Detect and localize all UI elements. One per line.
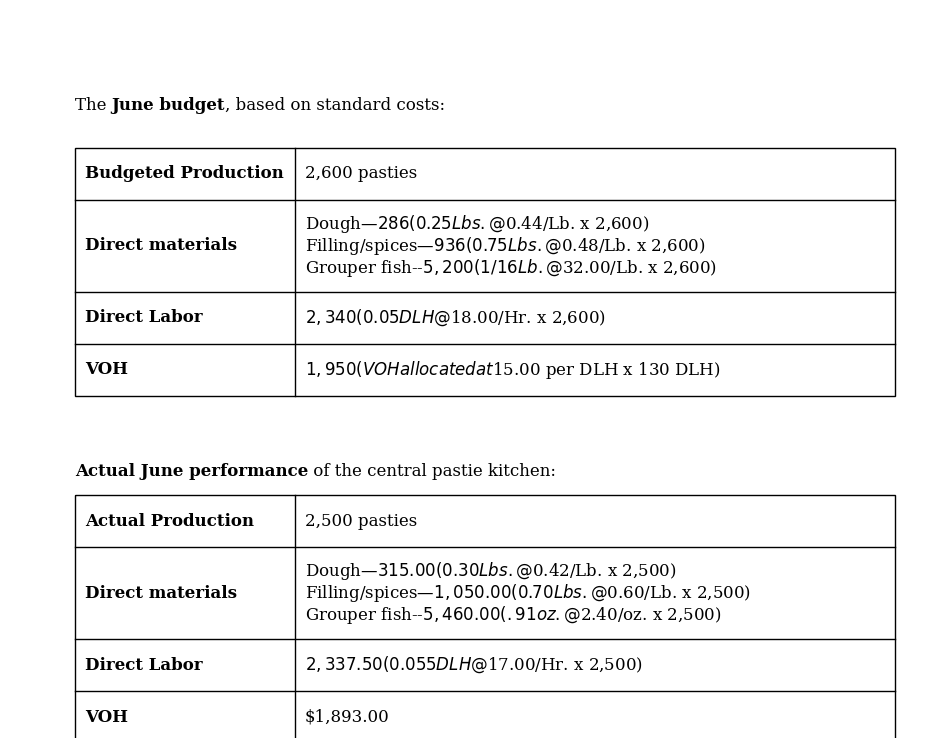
Text: Filling/spices—$936 (0.75 Lbs. @ $0.48/Lb. x 2,600): Filling/spices—$936 (0.75 Lbs. @ $0.48/L…	[305, 235, 706, 257]
Text: Budgeted Production: Budgeted Production	[85, 165, 284, 182]
Text: 2,500 pasties: 2,500 pasties	[305, 512, 417, 529]
Bar	[75, 148, 895, 396]
Text: Actual Production: Actual Production	[85, 512, 254, 529]
Text: Grouper fish--$5,460.00 (.91 oz. @ $2.40/oz. x 2,500): Grouper fish--$5,460.00 (.91 oz. @ $2.40…	[305, 604, 721, 626]
Text: $1,950 (VOH allocated at $15.00 per DLH x 130 DLH): $1,950 (VOH allocated at $15.00 per DLH …	[305, 359, 721, 381]
Bar	[75, 495, 895, 738]
Text: Filling/spices—$1,050.00 (0.70 Lbs. @ $0.60/Lb. x 2,500): Filling/spices—$1,050.00 (0.70 Lbs. @ $0…	[305, 582, 750, 604]
Text: Grouper fish--$5,200 (1/16 Lb. @ $32.00/Lb. x 2,600): Grouper fish--$5,200 (1/16 Lb. @ $32.00/…	[305, 257, 717, 279]
Text: 2,600 pasties: 2,600 pasties	[305, 165, 417, 182]
Text: Direct Labor: Direct Labor	[85, 309, 202, 326]
Text: Direct Labor: Direct Labor	[85, 657, 202, 674]
Text: VOH: VOH	[85, 362, 128, 379]
Text: $2,337.50 (0.055 DLH@ $17.00/Hr. x 2,500): $2,337.50 (0.055 DLH@ $17.00/Hr. x 2,500…	[305, 655, 643, 675]
Text: $2,340 (0.05 DLH@ $18.00/Hr. x 2,600): $2,340 (0.05 DLH@ $18.00/Hr. x 2,600)	[305, 308, 606, 328]
Text: June budget: June budget	[112, 97, 225, 114]
Text: Direct materials: Direct materials	[85, 238, 237, 255]
Text: Dough—$315.00 (0.30 Lbs. @ $0.42/Lb. x 2,500): Dough—$315.00 (0.30 Lbs. @ $0.42/Lb. x 2…	[305, 560, 676, 582]
Text: $1,893.00: $1,893.00	[305, 708, 389, 725]
Text: VOH: VOH	[85, 708, 128, 725]
Text: of the central pastie kitchen:: of the central pastie kitchen:	[308, 463, 557, 480]
Text: Direct materials: Direct materials	[85, 584, 237, 601]
Text: Dough—$286 (0.25 Lbs. @ $0.44/Lb. x 2,600): Dough—$286 (0.25 Lbs. @ $0.44/Lb. x 2,60…	[305, 213, 649, 235]
Text: , based on standard costs:: , based on standard costs:	[225, 97, 446, 114]
Text: Actual June performance: Actual June performance	[75, 463, 308, 480]
Text: The: The	[75, 97, 112, 114]
